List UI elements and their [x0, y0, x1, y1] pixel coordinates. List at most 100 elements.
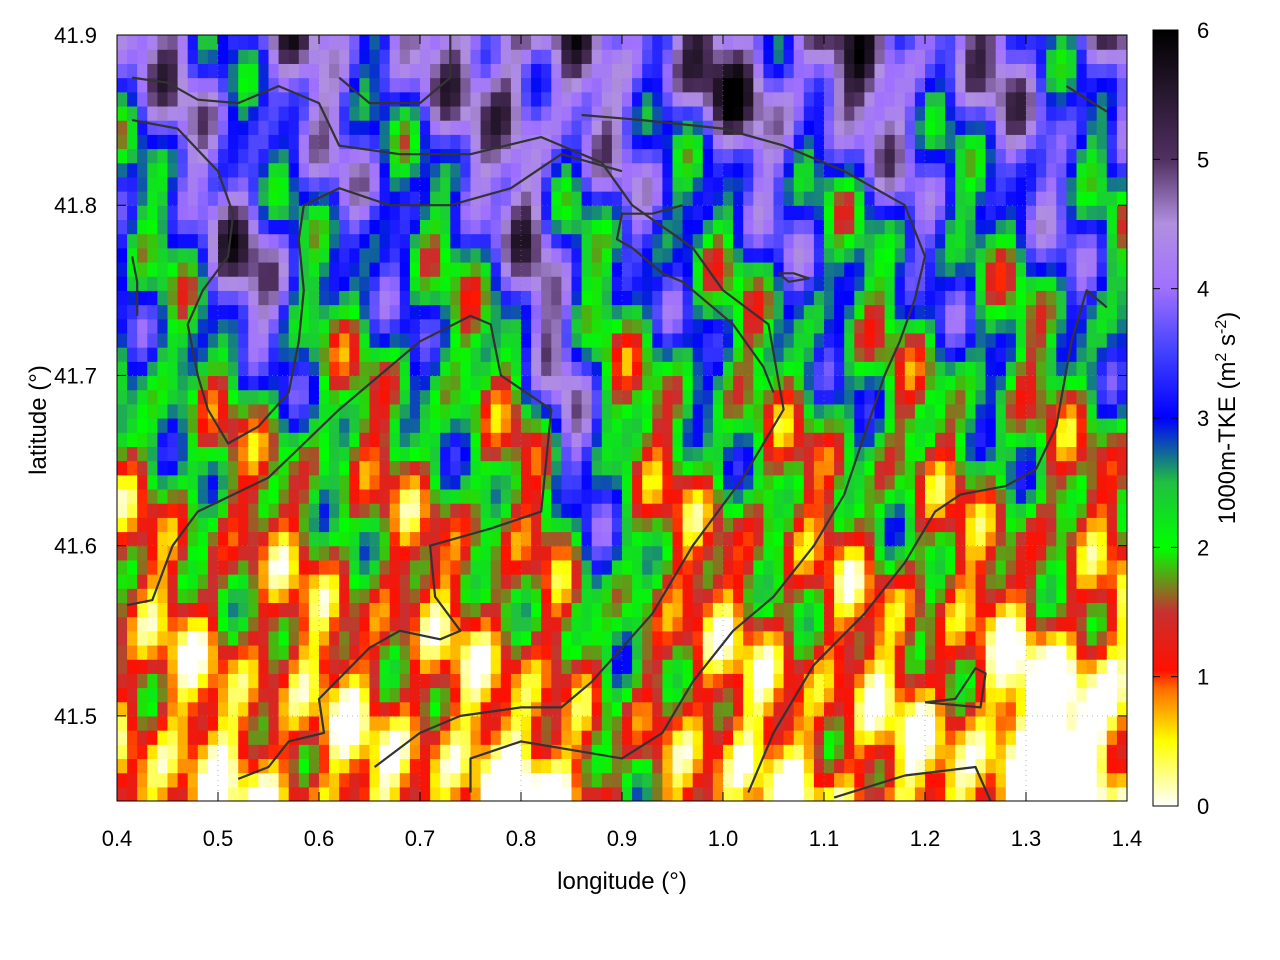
heatmap-cell — [601, 49, 613, 64]
heatmap-cell — [935, 758, 946, 774]
heatmap-cell — [925, 446, 936, 462]
heatmap-cell — [561, 559, 573, 575]
heatmap-cell — [652, 347, 663, 362]
heatmap-cell — [238, 233, 249, 249]
heatmap-cell — [824, 460, 835, 476]
heatmap-cell — [763, 63, 775, 79]
heatmap-cell — [117, 247, 128, 263]
heatmap-cell — [551, 644, 562, 660]
heatmap-cell — [531, 559, 542, 575]
heatmap-cell — [864, 35, 876, 50]
heatmap-cell — [117, 120, 128, 135]
heatmap-cell — [662, 77, 674, 93]
heatmap-cell — [500, 375, 512, 391]
heatmap-cell — [490, 446, 502, 462]
heatmap-cell — [571, 247, 583, 263]
heatmap-cell — [339, 304, 350, 320]
heatmap-cell — [955, 644, 966, 660]
heatmap-cell — [723, 403, 734, 419]
heatmap-cell — [834, 347, 845, 362]
heatmap-cell — [500, 290, 512, 306]
heatmap-cell — [622, 559, 633, 575]
heatmap-cell — [177, 503, 189, 518]
heatmap-cell — [319, 446, 330, 462]
heatmap-cell — [611, 574, 623, 589]
heatmap-cell — [319, 361, 330, 377]
heatmap-cell — [177, 162, 189, 178]
heatmap-cell — [834, 176, 845, 192]
heatmap-cell — [652, 120, 663, 135]
heatmap-cell — [329, 304, 340, 320]
heatmap-cell — [894, 63, 906, 79]
heatmap-cell — [561, 772, 573, 788]
heatmap-cell — [278, 347, 290, 362]
heatmap-cell — [238, 403, 249, 419]
heatmap-cell — [854, 148, 865, 164]
heatmap-cell — [258, 588, 270, 604]
heatmap-cell — [975, 403, 987, 419]
heatmap-cell — [995, 446, 1007, 462]
heatmap-cell — [1026, 758, 1037, 774]
heatmap-cell — [359, 332, 371, 348]
heatmap-cell — [369, 105, 381, 121]
heatmap-cell — [329, 148, 340, 164]
heatmap-cell — [420, 191, 431, 206]
heatmap-cell — [712, 432, 724, 447]
heatmap-cell — [632, 105, 643, 121]
heatmap-cell — [662, 574, 674, 589]
heatmap-cell — [541, 318, 552, 334]
heatmap-cell — [379, 432, 391, 447]
heatmap-cell — [450, 574, 461, 589]
heatmap-cell — [167, 134, 179, 150]
heatmap-cell — [157, 205, 169, 221]
heatmap-cell — [470, 134, 482, 150]
heatmap-cell — [308, 531, 320, 547]
heatmap-cell — [278, 261, 290, 277]
heatmap-cell — [571, 503, 583, 518]
heatmap-cell — [137, 375, 148, 391]
heatmap-cell — [611, 261, 623, 277]
heatmap-cell — [985, 630, 997, 646]
heatmap-cell — [258, 758, 270, 774]
heatmap-cell — [218, 318, 229, 334]
heatmap-cell — [702, 290, 714, 306]
heatmap-cell — [177, 616, 189, 632]
heatmap-cell — [298, 261, 310, 277]
heatmap-cell — [995, 49, 1007, 64]
heatmap-cell — [207, 659, 219, 674]
heatmap-cell — [682, 602, 694, 618]
heatmap-cell — [167, 290, 179, 306]
heatmap-cell — [157, 162, 169, 178]
heatmap-cell — [389, 616, 401, 632]
heatmap-cell — [319, 162, 330, 178]
heatmap-cell — [561, 247, 573, 263]
heatmap-cell — [450, 432, 461, 447]
heatmap-cell — [369, 191, 381, 206]
heatmap-cell — [490, 758, 502, 774]
heatmap-cell — [611, 559, 623, 575]
heatmap-cell — [238, 375, 249, 391]
heatmap-cell — [460, 559, 472, 575]
heatmap-cell — [278, 49, 290, 64]
heatmap-cell — [308, 347, 320, 362]
heatmap-cell — [824, 219, 835, 235]
heatmap-cell — [248, 191, 259, 206]
heatmap-cell — [349, 134, 360, 150]
heatmap-cell — [207, 644, 219, 660]
heatmap-cell — [1026, 318, 1037, 334]
heatmap-cell — [268, 772, 280, 788]
heatmap-cell — [581, 247, 593, 263]
heatmap-cell — [480, 191, 492, 206]
heatmap-cell — [187, 460, 199, 476]
heatmap-cell — [611, 616, 623, 632]
heatmap-cell — [349, 758, 360, 774]
heatmap-cell — [288, 162, 300, 178]
heatmap-cell — [1005, 446, 1017, 462]
heatmap-cell — [187, 318, 199, 334]
heatmap-cell — [581, 63, 593, 79]
heatmap-cell — [167, 588, 179, 604]
heatmap-cell — [884, 673, 896, 689]
heatmap-cell — [500, 715, 512, 731]
heatmap-cell — [369, 49, 381, 64]
heatmap-cell — [137, 105, 148, 121]
